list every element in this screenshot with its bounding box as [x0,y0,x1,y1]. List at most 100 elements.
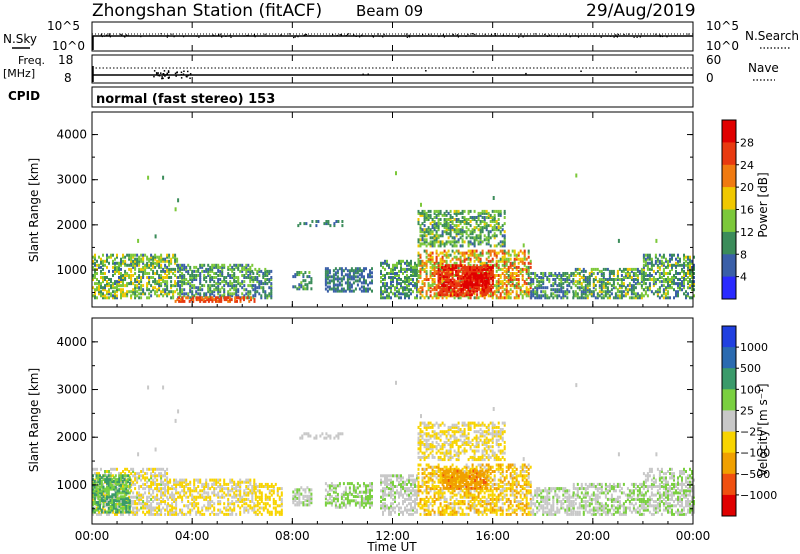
data-cell [691,284,693,288]
data-cell [175,502,178,506]
data-cell [96,480,98,484]
nave-dot [166,73,169,75]
data-cell [164,508,167,512]
data-cell [429,216,432,219]
data-cell [556,284,559,288]
data-cell [679,286,681,290]
data-cell [556,288,559,292]
data-cell [419,261,422,265]
data-cell [477,228,480,232]
data-cell [414,274,416,277]
data-cell [648,267,651,271]
data-cell [425,294,428,298]
data-cell [608,274,611,277]
data-cell [445,253,448,257]
data-cell [112,474,114,478]
data-cell [444,280,447,284]
nsky-dot [149,35,151,37]
data-cell [340,283,343,287]
data-cell [481,228,484,232]
data-cell [685,255,687,259]
data-cell [187,292,190,296]
data-cell [400,296,402,300]
data-cell [449,220,452,223]
data-cell [425,213,428,217]
data-cell [102,261,104,265]
data-cell [441,291,444,295]
data-cell [460,264,463,268]
data-cell [433,286,436,290]
data-cell [96,288,98,292]
data-cell [429,284,432,288]
data-cell [92,278,94,281]
data-cell [457,218,460,221]
data-cell [477,211,480,215]
data-cell [479,266,482,270]
data-cell [380,280,382,284]
data-cell [352,275,355,279]
data-cell [476,281,479,285]
data-cell [421,236,424,240]
data-cell [463,240,466,244]
data-cell [610,284,613,288]
data-cell [223,298,226,302]
data-cell [433,216,436,219]
data-cell [628,274,631,277]
data-cell [689,269,691,273]
data-cell [481,284,484,288]
data-cell [380,263,382,267]
data-cell [540,278,543,281]
nsky-dot [105,34,107,36]
data-cell [689,286,691,290]
data-cell [493,218,496,221]
data-cell [197,485,200,488]
data-cell [402,288,404,292]
data-cell [296,287,299,291]
data-cell [455,211,458,215]
data-cell [185,491,188,495]
data-cell [249,265,252,269]
data-cell [207,502,210,506]
data-cell [264,274,267,277]
data-cell [152,263,155,267]
data-cell [241,263,244,267]
data-cell [150,485,153,488]
data-cell [421,230,424,234]
data-cell [455,220,458,223]
data-cell [443,244,446,248]
data-cell [416,290,418,294]
data-cell [588,274,591,277]
data-cell [116,286,118,290]
data-cell [132,292,135,296]
data-cell [485,224,488,228]
data-cell [148,280,151,284]
data-cell [667,272,669,275]
data-cell [485,211,488,215]
data-cell [460,267,463,271]
data-cell [457,251,460,255]
data-cell [162,491,165,495]
data-cell [189,480,192,484]
data-cell [632,292,635,296]
data-cell [529,282,532,286]
data-cell [164,478,167,482]
data-cell [507,282,510,286]
data-cell [336,287,339,291]
data-cell [485,222,488,226]
data-cell [485,257,488,261]
data-cell [231,286,234,290]
data-cell [207,288,210,292]
data-cell [126,292,129,296]
data-cell [509,274,512,277]
data-cell [229,263,232,267]
data-cell [294,285,297,289]
data-cell [162,497,165,501]
data-cell [221,495,224,499]
data-cell [503,209,506,213]
data-cell [114,263,116,267]
data-cell [515,257,518,261]
nave-dot [157,74,159,77]
data-cell [154,476,157,480]
nsky-dot [406,36,408,38]
data-cell [162,267,165,271]
